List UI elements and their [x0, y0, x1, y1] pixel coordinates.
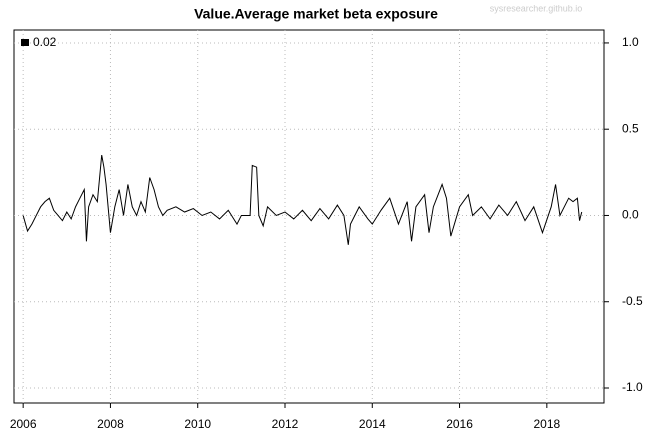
- x-tick-label: 2006: [10, 417, 37, 431]
- plot-frame: [13, 29, 605, 404]
- x-tick-label: 2012: [272, 417, 299, 431]
- y-tick-label: 0.0: [622, 208, 639, 222]
- x-tick-label: 2008: [97, 417, 124, 431]
- series-line: [22, 154, 583, 245]
- y-tick-label: 1.0: [622, 35, 639, 49]
- x-tick-label: 2016: [446, 417, 473, 431]
- legend-label: 0.02: [33, 35, 57, 49]
- chart-title: Value.Average market beta exposure: [194, 6, 438, 22]
- y-tick-label: -0.5: [622, 294, 643, 308]
- legend-swatch: [21, 39, 29, 46]
- y-tick-label: 0.5: [622, 121, 639, 135]
- x-tick-label: 2014: [359, 417, 386, 431]
- x-tick-label: 2010: [184, 417, 211, 431]
- x-tick-label: 2018: [533, 417, 560, 431]
- y-tick-label: -1.0: [622, 380, 643, 394]
- watermark: sysresearcher.github.io: [490, 3, 583, 13]
